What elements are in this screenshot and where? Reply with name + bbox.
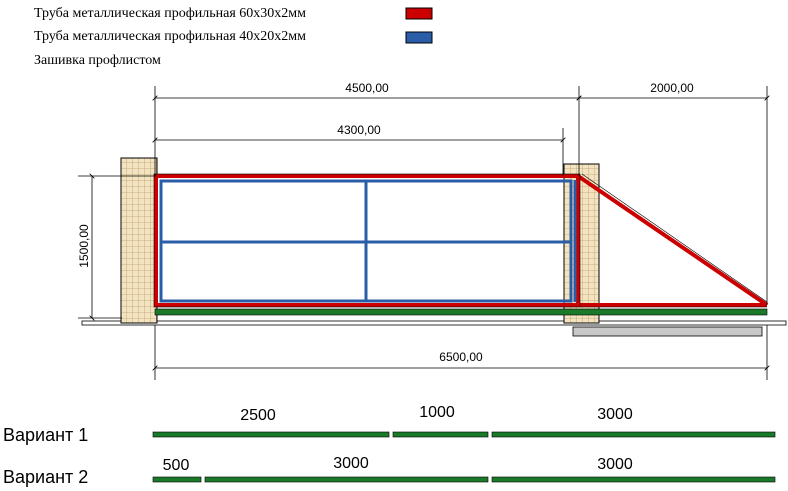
dim-frame-width: 4300,00 bbox=[337, 123, 381, 137]
dim-overall-top: 4500,00 bbox=[345, 81, 389, 95]
legend-label-outer-pipe: Труба металлическая профильная 60х30х2мм bbox=[34, 6, 306, 21]
gate-frame-outer-edges bbox=[153, 173, 768, 308]
dim-tail: 2000,00 bbox=[650, 81, 694, 95]
variant-1-segment-1 bbox=[152, 431, 390, 438]
variant-2-label: Вариант 2 bbox=[3, 467, 88, 487]
variant-2-segment-2 bbox=[204, 476, 489, 483]
gate-frame-outer bbox=[154, 174, 769, 307]
dim-height: 1500,00 bbox=[77, 224, 91, 268]
variant-2-segment-3-length: 3000 bbox=[597, 456, 633, 473]
variant-2-segment-2-length: 3000 bbox=[333, 455, 369, 472]
left-pillar bbox=[120, 157, 158, 324]
variant-1-label: Вариант 1 bbox=[3, 425, 88, 445]
dim-total: 6500,00 bbox=[439, 350, 483, 364]
legend-label-sheeting: Зашивка профлистом bbox=[34, 53, 161, 68]
gate-frame-inner bbox=[159, 179, 577, 303]
bottom-rail bbox=[154, 308, 768, 316]
legend-swatch-inner-pipe bbox=[405, 31, 433, 44]
variant-2-segment-1 bbox=[152, 476, 202, 483]
track-beam bbox=[572, 326, 763, 337]
ground-line bbox=[81, 320, 787, 326]
variant-2-segment-1-length: 500 bbox=[163, 457, 190, 474]
variant-1-segment-3 bbox=[491, 431, 776, 438]
legend: Труба металлическая профильная 60х30х2мм… bbox=[34, 6, 433, 68]
variant-1-segment-2 bbox=[392, 431, 489, 438]
variant-2: Вариант 2 500 3000 3000 bbox=[3, 455, 776, 487]
variant-1: Вариант 1 2500 1000 3000 bbox=[3, 404, 776, 445]
variant-1-segment-2-length: 1000 bbox=[419, 404, 455, 421]
dimension-labels: 4500,00 2000,00 4300,00 6500,00 1500,00 bbox=[77, 81, 694, 364]
legend-swatch-outer-pipe bbox=[405, 7, 433, 20]
dimension-lines bbox=[78, 86, 767, 380]
variant-2-segment-3 bbox=[491, 476, 776, 483]
variant-1-segment-1-length: 2500 bbox=[240, 407, 276, 424]
legend-label-inner-pipe: Труба металлическая профильная 40х20х2мм bbox=[34, 29, 306, 44]
variant-1-segment-3-length: 3000 bbox=[597, 406, 633, 423]
